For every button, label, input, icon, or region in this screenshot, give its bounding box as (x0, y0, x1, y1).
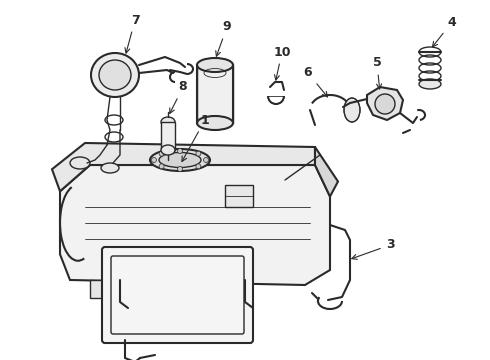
Circle shape (159, 164, 164, 169)
Polygon shape (52, 143, 315, 191)
Ellipse shape (101, 163, 119, 173)
Circle shape (159, 151, 164, 156)
Ellipse shape (99, 60, 131, 90)
Circle shape (196, 151, 201, 156)
Circle shape (203, 158, 209, 162)
Ellipse shape (419, 79, 441, 89)
Ellipse shape (159, 153, 201, 167)
Text: 8: 8 (170, 81, 187, 113)
Polygon shape (367, 87, 403, 120)
Circle shape (196, 164, 201, 169)
Text: 4: 4 (433, 15, 456, 47)
Ellipse shape (344, 98, 360, 122)
Bar (225, 185, 253, 207)
Ellipse shape (197, 116, 233, 130)
Ellipse shape (161, 145, 175, 155)
Circle shape (151, 158, 156, 162)
Polygon shape (90, 280, 160, 298)
Ellipse shape (150, 149, 210, 171)
Circle shape (177, 166, 182, 171)
Bar (161, 122, 175, 150)
Text: 6: 6 (304, 67, 327, 97)
Text: 7: 7 (125, 13, 139, 53)
FancyBboxPatch shape (102, 247, 253, 343)
Polygon shape (60, 165, 330, 285)
Text: 9: 9 (216, 21, 231, 56)
Bar (197, 65, 233, 123)
Ellipse shape (70, 157, 90, 169)
Ellipse shape (161, 117, 175, 127)
Text: 10: 10 (273, 45, 291, 80)
Text: 3: 3 (352, 238, 394, 259)
Circle shape (375, 94, 395, 114)
Text: 5: 5 (372, 57, 382, 89)
Ellipse shape (197, 58, 233, 72)
Text: 1: 1 (182, 113, 209, 162)
Circle shape (177, 148, 182, 153)
Polygon shape (315, 147, 338, 197)
Ellipse shape (91, 53, 139, 97)
